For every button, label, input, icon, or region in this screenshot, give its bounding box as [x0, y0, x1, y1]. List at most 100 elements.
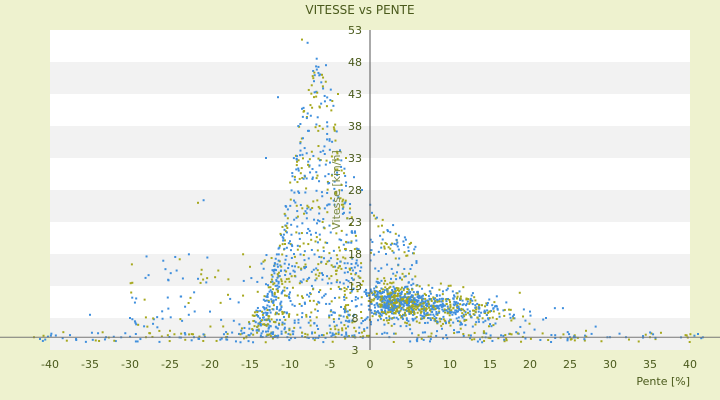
- data-point: [332, 265, 335, 268]
- data-point: [336, 157, 339, 160]
- data-point: [329, 328, 332, 331]
- data-point: [324, 80, 327, 83]
- data-point: [503, 314, 506, 317]
- data-point: [292, 269, 295, 272]
- data-point: [397, 234, 400, 237]
- data-point: [326, 180, 329, 183]
- data-point: [383, 311, 386, 314]
- data-point: [343, 298, 346, 301]
- data-point: [408, 308, 411, 311]
- data-point: [353, 266, 356, 269]
- data-point: [69, 334, 72, 337]
- data-point: [292, 330, 295, 333]
- data-point: [379, 234, 382, 237]
- data-point: [404, 238, 407, 241]
- data-point: [294, 154, 297, 157]
- data-point: [325, 159, 328, 162]
- data-point: [143, 298, 146, 301]
- data-point: [418, 304, 421, 307]
- data-point: [293, 274, 296, 277]
- data-point: [156, 326, 159, 329]
- data-point: [524, 319, 527, 322]
- data-point: [279, 264, 282, 267]
- data-point: [350, 277, 353, 280]
- data-point: [326, 132, 329, 135]
- data-point: [421, 297, 424, 300]
- data-point: [352, 335, 355, 338]
- data-point: [400, 308, 403, 311]
- y-tick-label: 33: [348, 152, 362, 165]
- data-point: [311, 207, 314, 210]
- data-point: [349, 291, 352, 294]
- data-point: [328, 224, 331, 227]
- data-point: [408, 306, 411, 309]
- data-point: [456, 306, 459, 309]
- data-point: [167, 278, 170, 281]
- data-point: [395, 298, 398, 301]
- data-point: [372, 312, 375, 315]
- data-point: [398, 257, 401, 260]
- data-point: [335, 273, 338, 276]
- data-point: [275, 312, 278, 315]
- data-point: [260, 332, 263, 335]
- data-point: [284, 274, 287, 277]
- data-point: [333, 203, 336, 206]
- data-point: [346, 217, 349, 220]
- data-point: [275, 253, 278, 256]
- data-point: [317, 71, 320, 74]
- data-point: [315, 316, 318, 319]
- data-point: [343, 290, 346, 293]
- data-point: [416, 301, 419, 304]
- data-point: [340, 169, 343, 172]
- data-point: [370, 302, 373, 305]
- data-point: [409, 267, 412, 270]
- data-point: [181, 319, 184, 322]
- data-point: [219, 338, 222, 341]
- data-point: [174, 255, 177, 258]
- data-point: [374, 267, 377, 270]
- data-point: [267, 326, 270, 329]
- data-point: [336, 258, 339, 261]
- data-point: [354, 231, 357, 234]
- data-point: [252, 319, 255, 322]
- data-point: [326, 204, 329, 207]
- data-point: [384, 299, 387, 302]
- data-point: [338, 296, 341, 299]
- data-point: [427, 300, 430, 303]
- data-point: [277, 280, 280, 283]
- data-point: [332, 199, 335, 202]
- data-point: [461, 303, 464, 306]
- data-point: [370, 291, 373, 294]
- data-point: [340, 159, 343, 162]
- data-point: [412, 301, 415, 304]
- data-point: [344, 199, 347, 202]
- data-point: [554, 336, 557, 339]
- data-point: [403, 311, 406, 314]
- data-point: [466, 300, 469, 303]
- data-point: [189, 296, 192, 299]
- data-point: [467, 311, 470, 314]
- data-point: [312, 200, 315, 203]
- data-point: [393, 304, 395, 307]
- data-point: [409, 299, 412, 302]
- data-point: [402, 289, 405, 292]
- data-point: [504, 333, 507, 336]
- data-point: [295, 231, 298, 234]
- data-point: [344, 249, 347, 252]
- data-point: [453, 300, 456, 303]
- data-point: [430, 304, 433, 307]
- data-point: [304, 332, 307, 335]
- data-point: [288, 339, 291, 342]
- data-point: [407, 320, 410, 323]
- data-point: [412, 318, 415, 321]
- data-point: [137, 323, 140, 326]
- data-point: [285, 246, 288, 249]
- data-point: [585, 335, 588, 338]
- data-point: [305, 217, 308, 220]
- data-point: [389, 291, 392, 294]
- data-point: [476, 340, 479, 343]
- data-point: [280, 330, 283, 333]
- data-point: [262, 306, 265, 309]
- data-point: [414, 275, 417, 278]
- data-point: [350, 240, 353, 243]
